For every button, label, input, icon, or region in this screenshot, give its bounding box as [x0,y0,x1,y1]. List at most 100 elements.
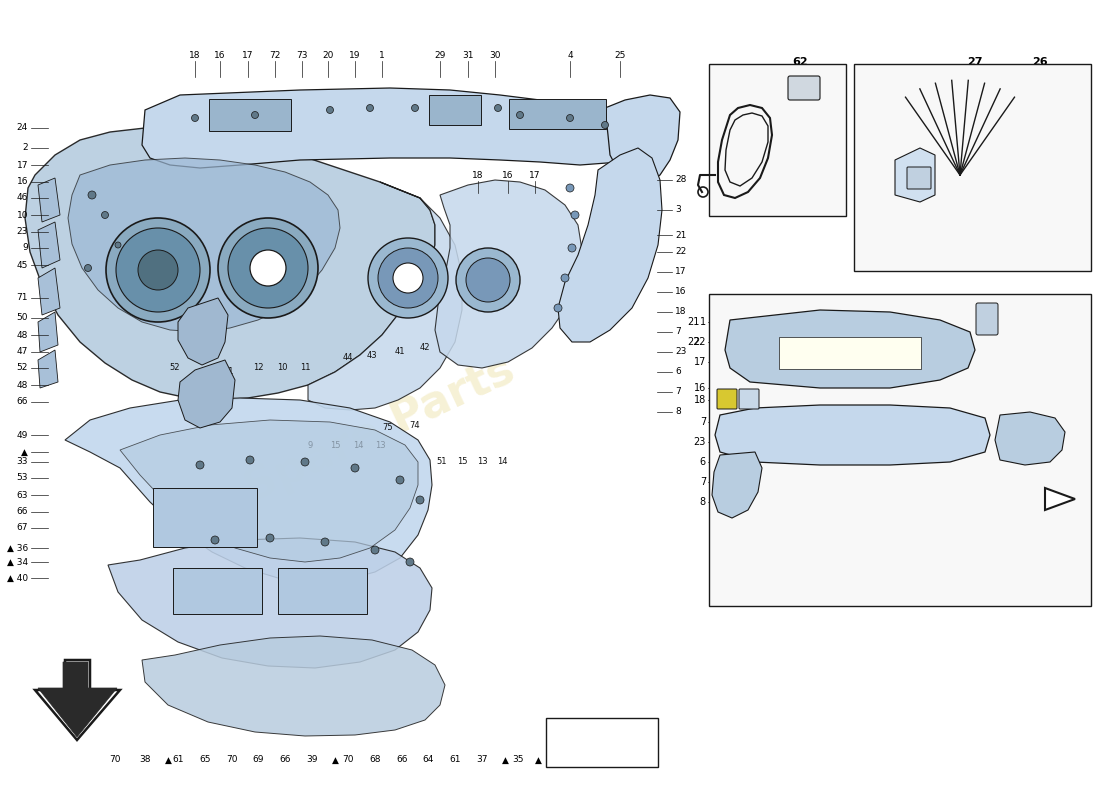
Text: 65: 65 [199,755,211,765]
Circle shape [393,263,424,293]
Text: 10: 10 [16,210,28,219]
Text: 66: 66 [16,398,28,406]
Circle shape [571,211,579,219]
FancyBboxPatch shape [509,99,606,129]
Circle shape [218,218,318,318]
Text: ▲ 34: ▲ 34 [7,558,28,566]
Polygon shape [1045,488,1075,510]
Text: 1: 1 [700,317,706,327]
Circle shape [411,105,418,111]
Text: 78: 78 [811,530,825,540]
Polygon shape [308,182,462,410]
Circle shape [138,250,178,290]
Text: 17: 17 [242,50,254,59]
Text: 58: 58 [745,397,759,407]
Circle shape [495,105,502,111]
Text: 15: 15 [456,458,468,466]
Text: 6: 6 [675,367,681,377]
Text: 17: 17 [675,267,686,277]
Text: 13: 13 [375,441,385,450]
Circle shape [568,244,576,252]
FancyBboxPatch shape [429,95,481,125]
Text: 22: 22 [688,337,700,347]
Text: 16: 16 [675,287,686,297]
Text: 19: 19 [350,50,361,59]
Text: 24: 24 [16,123,28,133]
Text: 63: 63 [16,490,28,499]
Circle shape [368,238,448,318]
Text: 27: 27 [967,57,982,67]
FancyBboxPatch shape [779,337,921,369]
Text: 75: 75 [383,423,394,433]
Text: 49: 49 [16,430,28,439]
Text: 70: 70 [342,755,354,765]
Polygon shape [39,222,60,268]
Text: 59: 59 [724,397,737,407]
FancyBboxPatch shape [153,488,257,547]
Text: 77: 77 [724,530,737,540]
Text: 45: 45 [16,261,28,270]
FancyBboxPatch shape [209,99,292,131]
Circle shape [416,496,424,504]
Text: 66: 66 [279,755,290,765]
Text: 29: 29 [434,50,446,59]
Circle shape [101,211,109,218]
Circle shape [566,114,573,122]
Polygon shape [712,452,762,518]
Text: 55: 55 [883,397,896,407]
Text: 8: 8 [700,497,706,507]
Circle shape [116,228,200,312]
Text: 54: 54 [751,530,764,540]
Text: 2: 2 [22,143,28,153]
Text: 16: 16 [214,50,225,59]
Text: 18: 18 [675,307,686,317]
Circle shape [351,464,359,472]
Circle shape [196,461,204,469]
Text: 67: 67 [16,523,28,533]
Polygon shape [142,636,446,736]
Text: ▲: ▲ [535,755,541,765]
Text: 61: 61 [449,755,461,765]
Circle shape [456,248,520,312]
Text: 41: 41 [395,347,405,357]
Text: ▲ = 32: ▲ = 32 [580,735,624,749]
Text: 62: 62 [792,57,807,67]
Text: 56: 56 [933,397,947,407]
Text: 17: 17 [529,170,541,179]
Text: 66: 66 [16,507,28,517]
Text: 50: 50 [16,314,28,322]
Text: 54: 54 [871,530,884,540]
Text: 37: 37 [476,755,487,765]
Text: 3: 3 [675,206,681,214]
FancyBboxPatch shape [788,76,820,100]
Text: 11: 11 [222,367,233,377]
Polygon shape [35,660,120,740]
FancyBboxPatch shape [710,294,1091,606]
Text: 70: 70 [227,755,238,765]
Text: 23: 23 [16,227,28,237]
Text: 57: 57 [993,297,1007,307]
Circle shape [517,111,524,118]
Text: 71: 71 [16,294,28,302]
Text: 21: 21 [688,317,700,327]
Circle shape [602,122,608,129]
Circle shape [378,248,438,308]
Text: 51: 51 [437,458,448,466]
Text: 11: 11 [299,363,310,373]
Text: 4: 4 [568,50,573,59]
Circle shape [266,534,274,542]
Circle shape [106,218,210,322]
Text: Valid for... see description: Valid for... see description [730,566,864,574]
Text: 7: 7 [675,387,681,397]
Polygon shape [605,95,680,185]
Text: 52: 52 [169,363,180,373]
Text: 17: 17 [16,161,28,170]
Polygon shape [39,312,58,352]
Circle shape [561,274,569,282]
Polygon shape [178,298,228,365]
Text: ▲ 40: ▲ 40 [7,574,28,582]
Text: ▲: ▲ [331,755,339,765]
Text: 20: 20 [322,50,333,59]
Circle shape [321,538,329,546]
Circle shape [228,228,308,308]
